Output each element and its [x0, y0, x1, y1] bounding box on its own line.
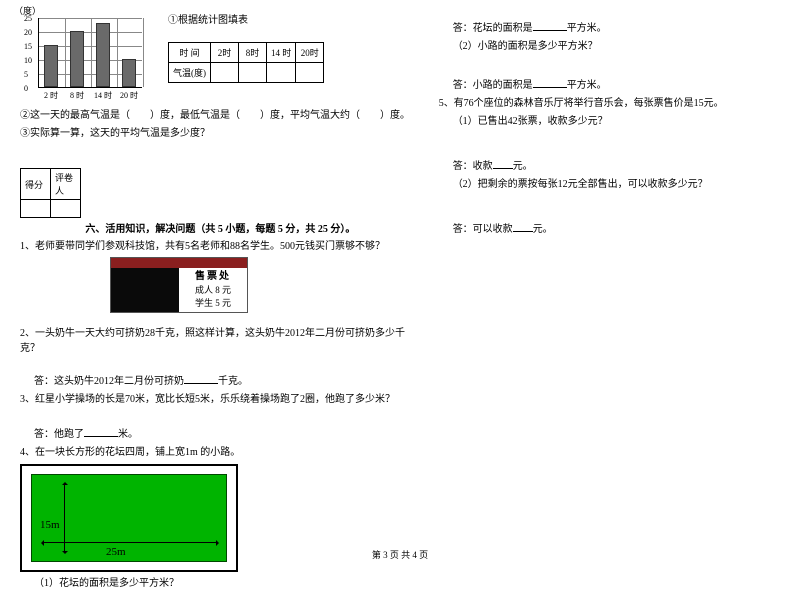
temperature-table: 时 间 2时 8时 14 时 20时 气温(度) — [168, 42, 324, 83]
answer-prefix: 答：小路的面积是 — [453, 80, 533, 91]
booth-banner — [111, 258, 247, 268]
answer-4-2: 答：小路的面积是 平方米。 — [439, 78, 780, 93]
score-table: 得分 评卷人 — [20, 168, 81, 218]
answer-prefix: 答：他跑了 — [34, 429, 84, 440]
height-label: 15m — [40, 519, 60, 531]
booth-student-price: 学生 5 元 — [195, 297, 231, 310]
answer-suffix: 元。 — [513, 161, 533, 172]
right-column: 答：花坛的面积是平方米。 （2）小路的面积是多少平方米？ 答：小路的面积是平方米… — [439, 10, 780, 530]
grader-label: 评卷人 — [51, 169, 81, 200]
width-arrow — [42, 542, 218, 543]
chart-title-and-table: ①根据统计图填表 时 间 2时 8时 14 时 20时 气温(度) — [168, 10, 324, 83]
ticket-booth: 售票处 成人 8 元 学生 5 元 — [110, 257, 248, 313]
blank — [533, 21, 567, 31]
table-row: 时 间 2时 8时 14 时 20时 — [169, 43, 324, 63]
answer-5-2: 答：可以收款 元。 — [439, 222, 780, 237]
left-column: （度） 25 20 15 10 5 0 — [20, 10, 421, 530]
question-2: ②这一天的最高气温是（ ）度，最低气温是（ ）度，平均气温大约（ ）度。 — [20, 108, 421, 123]
answer-5-1: 答：收款 元。 — [439, 159, 780, 174]
grader-cell — [51, 200, 81, 218]
score-cell — [21, 200, 51, 218]
td — [239, 63, 267, 83]
temperature-bar-chart: （度） 25 20 15 10 5 0 — [20, 10, 150, 105]
ytick: 5 — [24, 71, 32, 85]
bar-2h — [44, 45, 58, 87]
xtick: 2 时 — [38, 90, 64, 101]
th-time: 时 间 — [169, 43, 211, 63]
section-6-title: 六、活用知识，解决问题（共 5 小题，每题 5 分，共 25 分）。 — [20, 220, 421, 235]
booth-adult-price: 成人 8 元 — [195, 284, 231, 297]
blank — [493, 159, 513, 169]
chart-and-table-row: （度） 25 20 15 10 5 0 — [20, 10, 421, 105]
problem-2-answer: 答：这头奶牛2012年二月份可挤奶 千克。 — [20, 374, 421, 389]
problem-2: 2、一头奶牛一天大约可挤奶28千克，照这样计算，这头奶牛2012年二月份可挤奶多… — [20, 326, 421, 356]
blank — [513, 222, 533, 232]
chart-grid — [38, 18, 142, 88]
xtick: 8 时 — [64, 90, 90, 101]
th-2: 2时 — [211, 43, 239, 63]
booth-window — [111, 268, 179, 312]
xtick: 20 时 — [116, 90, 142, 101]
problem-1: 1、老师要带同学们参观科技馆，共有5名老师和88名学生。500元钱买门票够不够？ — [20, 239, 421, 254]
td — [267, 63, 296, 83]
answer-suffix: 千克。 — [218, 376, 248, 387]
answer-prefix: 答：花坛的面积是 — [453, 23, 533, 34]
th-14: 14 时 — [267, 43, 296, 63]
ytick: 15 — [24, 43, 32, 57]
bar-14h — [96, 23, 110, 87]
page-footer: 第 3 页 共 4 页 — [0, 548, 800, 561]
bar-8h — [70, 31, 84, 87]
answer-suffix: 元。 — [533, 224, 553, 235]
td — [211, 63, 239, 83]
problem-4: 4、在一块长方形的花坛四周，铺上宽1m 的小路。 — [20, 445, 421, 460]
question-3: ③实际算一算，这天的平均气温是多少度？ — [20, 126, 421, 141]
ytick: 0 — [24, 85, 32, 99]
th-20: 20时 — [296, 43, 324, 63]
blank — [84, 427, 118, 437]
chart-title: ①根据统计图填表 — [168, 13, 324, 28]
problem-5: 5、有76个座位的森林音乐厅将举行音乐会，每张票售价是15元。 — [439, 96, 780, 111]
blank — [184, 374, 218, 384]
answer-suffix: 米。 — [118, 429, 138, 440]
xtick: 14 时 — [90, 90, 116, 101]
answer-suffix: 平方米。 — [567, 80, 607, 91]
answer-prefix: 答：这头奶牛2012年二月份可挤奶 — [34, 376, 184, 387]
answer-4-1: 答：花坛的面积是 平方米。 — [439, 21, 780, 36]
booth-sign: 售票处 成人 8 元 学生 5 元 — [179, 268, 247, 312]
chart-xticks: 2 时 8 时 14 时 20 时 — [38, 90, 142, 101]
problem-4-q1: （1）花坛的面积是多少平方米？ — [20, 576, 421, 591]
problem-3: 3、红星小学操场的长是70米，宽比长短5米，乐乐绕着操场跑了2圈，他跑了多少米？ — [20, 392, 421, 407]
booth-title: 售票处 — [195, 270, 231, 284]
blank — [533, 78, 567, 88]
answer-prefix: 答：可以收款 — [453, 224, 513, 235]
answer-suffix: 平方米。 — [567, 23, 607, 34]
ytick: 10 — [24, 57, 32, 71]
chart-yticks: 25 20 15 10 5 0 — [24, 15, 32, 99]
th-temp: 气温(度) — [169, 63, 211, 83]
td — [296, 63, 324, 83]
problem-5-q1: （1）已售出42张票，收款多少元？ — [439, 114, 780, 129]
answer-prefix: 答：收款 — [453, 161, 493, 172]
problem-5-q2: （2）把剩余的票按每张12元全部售出，可以收款多少元？ — [439, 177, 780, 192]
table-row: 气温(度) — [169, 63, 324, 83]
ytick: 20 — [24, 29, 32, 43]
bar-20h — [122, 59, 136, 87]
th-8: 8时 — [239, 43, 267, 63]
problem-4-q2: （2）小路的面积是多少平方米？ — [439, 39, 780, 54]
score-label: 得分 — [21, 169, 51, 200]
problem-3-answer: 答：他跑了 米。 — [20, 427, 421, 442]
ytick: 25 — [24, 15, 32, 29]
